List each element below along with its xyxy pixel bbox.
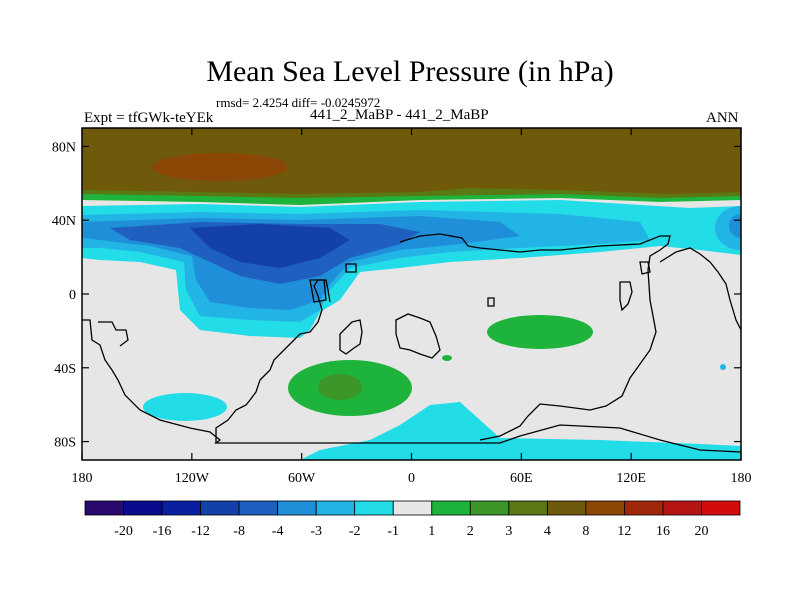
x-tick-label: 180 — [72, 471, 93, 486]
colorbar-level-label: -8 — [233, 524, 245, 539]
coastlines — [82, 233, 741, 453]
colorbar-level-label: -16 — [153, 524, 172, 539]
coastline-africa — [399, 233, 671, 441]
colorbar-swatch — [662, 500, 702, 516]
colorbar-swatch — [123, 500, 163, 516]
contour-green-indian-ocean — [487, 315, 593, 349]
y-tick-label: 0 — [69, 288, 76, 303]
x-tick-label: 0 — [408, 471, 415, 486]
colorbar-level-label: 1 — [428, 524, 435, 539]
colorbar-level-label: 12 — [617, 524, 631, 539]
season-label: ANN — [706, 110, 739, 126]
case-comparison-label: 441_2_MaBP - 441_2_MaBP — [310, 107, 489, 123]
coastline-south-america — [215, 279, 331, 443]
colorbar-swatch — [469, 500, 510, 516]
x-tick-label: 120W — [175, 471, 210, 486]
colorbar-swatch — [585, 500, 625, 516]
coastline-small-feature-2 — [309, 279, 327, 303]
colorbar-swatch — [161, 500, 201, 516]
colorbar-swatch — [238, 500, 279, 516]
x-tick-label: 180 — [731, 471, 752, 486]
x-tick-label: 60E — [510, 471, 533, 486]
contour-cyan-small-east — [720, 364, 726, 370]
contour-red-core-north — [152, 153, 288, 181]
colorbar-level-label: -4 — [272, 524, 284, 539]
colorbar-level-label: -1 — [387, 524, 399, 539]
rmsd-diff-stats: rmsd= 2.4254 diff= -0.0245972 — [216, 95, 381, 110]
contour-field — [82, 128, 741, 460]
contour-darkblue-core — [190, 224, 350, 268]
colorbar-level-label: 8 — [582, 524, 589, 539]
colorbar-level-label: 16 — [656, 524, 670, 539]
coastline-indonesia — [659, 247, 741, 331]
contour-green-small — [442, 355, 452, 361]
axes: 180 120W 60W 0 60E 120E 180 80N 40N 0 40S 80S — [52, 128, 752, 486]
colorbar-swatch — [200, 500, 240, 516]
colorbar-swatch — [277, 500, 317, 516]
colorbar-swatch — [701, 500, 741, 516]
x-tick-label: 120E — [616, 471, 646, 486]
colorbar-level-label: 20 — [694, 524, 708, 539]
colorbar-level-label: 2 — [467, 524, 474, 539]
colorbar-level-label: -20 — [114, 524, 133, 539]
colorbar-swatch — [546, 500, 587, 516]
x-tick-label: 60W — [288, 471, 316, 486]
colorbar-swatch — [624, 500, 664, 516]
y-tick-label: 40S — [54, 362, 76, 377]
colorbar-swatch — [508, 500, 548, 516]
experiment-label: Expt = tfGWk-teYEk — [84, 110, 214, 126]
coastline-islands — [619, 261, 651, 312]
coastline-small-feature-3 — [345, 263, 495, 307]
colorbar-level-label: -12 — [191, 524, 210, 539]
colorbar-swatch — [354, 500, 394, 516]
colorbar-level-label: 4 — [544, 524, 551, 539]
y-tick-label: 80S — [54, 436, 76, 451]
colorbar-swatch — [392, 500, 433, 516]
coastline-small-feature-1 — [339, 319, 363, 355]
contour-lightcyan-south-atlantic — [300, 402, 741, 460]
colorbar-swatch — [315, 500, 356, 516]
y-tick-label: 80N — [52, 140, 76, 155]
colorbar-level-label: -3 — [310, 524, 322, 539]
colorbar-swatch — [84, 500, 124, 516]
contour-olive-south-atlantic — [318, 374, 362, 400]
colorbar-level-label: -2 — [349, 524, 361, 539]
colorbar-level-label: 3 — [505, 524, 512, 539]
coastline-west-pacific — [98, 321, 129, 347]
colorbar-swatch — [431, 500, 471, 516]
coastline-madagascar — [395, 313, 441, 359]
colorbar: -20 -16 -12 -8 -4 -3 -2 -1 1 2 3 4 8 12 16 20 — [84, 500, 741, 539]
y-tick-label: 40N — [52, 214, 76, 229]
contour-lightcyan-south-pacific — [143, 393, 227, 421]
coastline-americas — [82, 319, 741, 453]
chart-title: Mean Sea Level Pressure (in hPa) — [206, 55, 614, 88]
